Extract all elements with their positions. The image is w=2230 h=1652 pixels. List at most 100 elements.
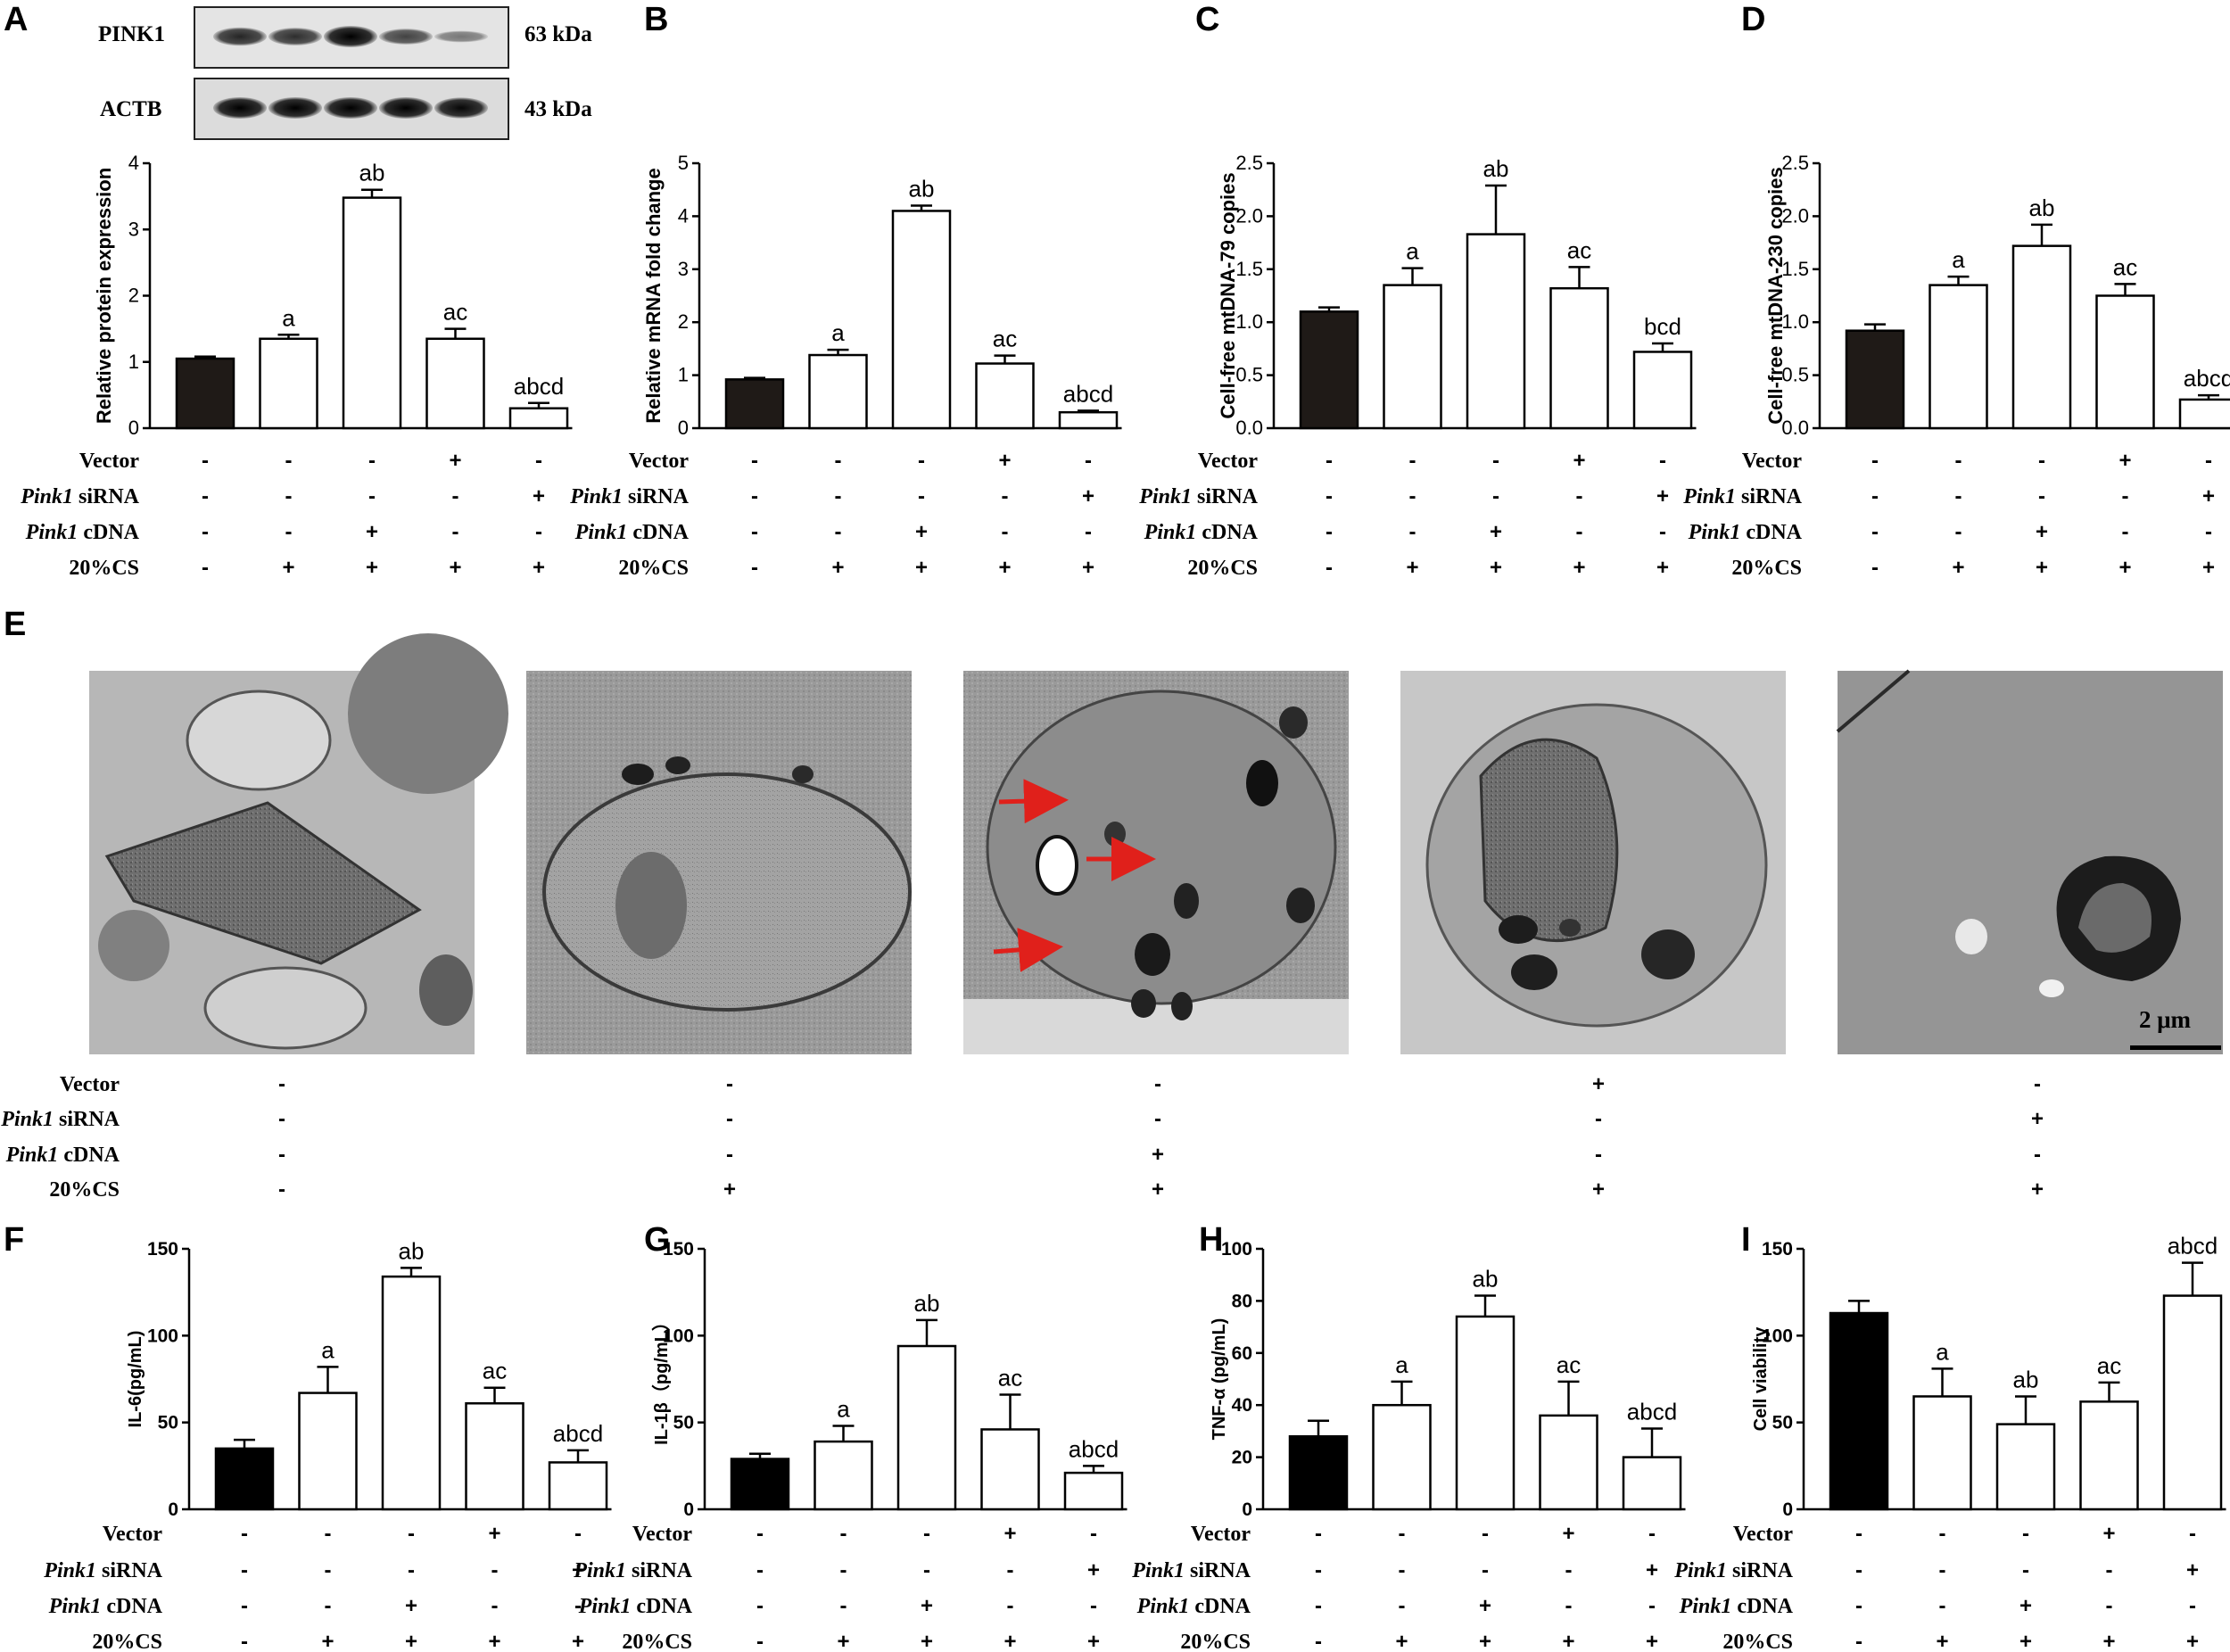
bar-a-5 <box>508 407 569 430</box>
significance-label-c-5: bcd <box>1644 313 1681 340</box>
condition-label-sirna-i: Pink1 siRNA <box>1673 1559 1793 1582</box>
condition-sign-cs-d-1: - <box>1871 556 1879 580</box>
condition-sign-vector-h-3: - <box>1482 1522 1489 1546</box>
condition-sign-cdna-i-3: + <box>2019 1594 2032 1618</box>
significance-label-i-5: abcd <box>2168 1233 2218 1260</box>
condition-sign-vector-g-4: + <box>1004 1522 1016 1546</box>
y-axis-label-i: Cell viability <box>1751 1326 1771 1432</box>
condition-label-sirna-e: Pink1 siRNA <box>0 1108 120 1131</box>
condition-sign-vector-d-4: + <box>2118 449 2131 473</box>
em-image-1 <box>89 633 508 1054</box>
blot-band-pink1-4 <box>379 29 433 45</box>
y-tick-label-f-3: 150 <box>147 1239 178 1260</box>
condition-sign-vector-b-4: + <box>998 449 1011 473</box>
condition-label-cdna-g: Pink1 cDNA <box>578 1595 693 1618</box>
bar-b-2 <box>808 353 868 430</box>
bar-d-4 <box>2095 294 2155 430</box>
condition-sign-cdna-i-1: - <box>1855 1594 1862 1618</box>
condition-label-sirna-d: Pink1 siRNA <box>1682 485 1802 508</box>
condition-sign-cs-h-1: - <box>1315 1630 1322 1652</box>
y-tick-label-i-0: 0 <box>1782 1499 1793 1520</box>
condition-sign-sirna-i-4: - <box>2106 1558 2113 1582</box>
condition-sign-cdna-f-2: - <box>325 1594 332 1618</box>
y-tick-label-g-1: 50 <box>673 1413 694 1433</box>
condition-sign-sirna-a-1: - <box>202 484 209 508</box>
condition-sign-vector-d-5: - <box>2205 449 2212 473</box>
condition-sign-cs-f-5: + <box>572 1630 584 1652</box>
condition-label-sirna-h: Pink1 siRNA <box>1131 1559 1251 1582</box>
em-image-3 <box>963 671 1349 1054</box>
condition-sign-sirna-e-1: - <box>278 1107 285 1131</box>
condition-sign-vector-c-4: + <box>1573 449 1585 473</box>
condition-sign-vector-f-3: - <box>408 1522 415 1546</box>
condition-sign-cs-b-4: + <box>998 556 1011 580</box>
y-axis-label-h: TNF-α (pg/mL) <box>1210 1318 1229 1441</box>
condition-label-sirna-b: Pink1 siRNA <box>569 485 689 508</box>
condition-sign-sirna-c-1: - <box>1326 484 1333 508</box>
bar-i-2 <box>1912 1395 1972 1511</box>
em-image-4 <box>1400 671 1786 1054</box>
y-tick-label-h-2: 40 <box>1232 1395 1252 1416</box>
condition-sign-sirna-i-5: + <box>2186 1558 2199 1582</box>
significance-label-c-4: ac <box>1567 236 1591 263</box>
significance-label-b-3: ab <box>909 176 935 202</box>
chart-g: 0 50 100 150 IL-1β（pg/mL） a ab ac abcd <box>651 1239 1127 1520</box>
condition-label-vector-i: Vector <box>1733 1523 1793 1546</box>
chart-a: 0 1 2 3 4 Relative protein expression a ab ac abc… <box>93 152 573 439</box>
significance-label-i-3: ab <box>2013 1366 2039 1392</box>
condition-sign-sirna-b-3: - <box>918 484 925 508</box>
panel-letter-i: I <box>1741 1221 1751 1259</box>
bar-i-1 <box>1829 1311 1889 1511</box>
condition-sign-cs-b-5: + <box>1082 556 1094 580</box>
chart-i: 0 50 100 150 Cell viability a ab ac abcd <box>1751 1233 2226 1520</box>
condition-sign-sirna-h-1: - <box>1315 1558 1322 1582</box>
condition-label-vector-h: Vector <box>1191 1523 1251 1546</box>
blot-bands-pink1 <box>213 26 488 47</box>
significance-label-b-4: ac <box>993 326 1017 352</box>
condition-sign-vector-a-2: - <box>285 449 293 473</box>
condition-sign-cdna-g-1: - <box>756 1594 764 1618</box>
bar-f-5 <box>548 1461 608 1511</box>
bar-h-5 <box>1622 1456 1682 1511</box>
bar-c-4 <box>1549 286 1609 430</box>
condition-sign-sirna-b-2: - <box>835 484 842 508</box>
blot-label-pink1: PINK1 <box>98 22 165 46</box>
condition-sign-sirna-f-1: - <box>241 1558 248 1582</box>
bar-d-1 <box>1845 329 1905 430</box>
conditions-f: Vector - - - + - Pink1 siRNA - - - - + Pink1 cDNA - - +… <box>43 1522 584 1652</box>
y-tick-label-f-1: 50 <box>158 1413 178 1433</box>
condition-sign-cs-c-5: + <box>1656 556 1669 580</box>
condition-sign-vector-b-1: - <box>751 449 758 473</box>
condition-label-cdna-a: Pink1 cDNA <box>25 521 140 544</box>
y-tick-label-c-5: 2.5 <box>1235 152 1263 174</box>
bar-c-2 <box>1383 284 1442 430</box>
panel-letter-h: H <box>1199 1221 1223 1259</box>
condition-sign-sirna-d-1: - <box>1871 484 1879 508</box>
y-tick-label-d-5: 2.5 <box>1781 152 1809 174</box>
condition-sign-cs-f-1: - <box>241 1630 248 1652</box>
condition-sign-cdna-h-2: - <box>1399 1594 1406 1618</box>
blot-band-pink1-5 <box>434 30 488 43</box>
condition-sign-cs-g-1: - <box>756 1630 764 1652</box>
blot-size-actb: 43 kDa <box>524 97 592 121</box>
panel-letter-g: G <box>644 1221 671 1259</box>
bar-g-2 <box>814 1440 873 1511</box>
condition-sign-sirna-d-5: + <box>2202 484 2215 508</box>
condition-sign-sirna-e-2: - <box>726 1107 733 1131</box>
condition-sign-cs-f-2: + <box>321 1630 334 1652</box>
conditions-e: Vector - - - + - Pink1 siRNA - - - - + Pink1 cDNA - - +… <box>0 1072 2044 1202</box>
y-tick-label-c-0: 0.0 <box>1235 417 1263 439</box>
condition-sign-cdna-h-4: - <box>1565 1594 1573 1618</box>
condition-sign-sirna-b-1: - <box>751 484 758 508</box>
condition-sign-sirna-h-2: - <box>1399 1558 1406 1582</box>
condition-sign-cs-e-2: + <box>723 1177 736 1202</box>
condition-sign-cdna-b-4: - <box>1002 520 1009 544</box>
bar-i-3 <box>1995 1423 2056 1511</box>
condition-sign-cs-e-5: + <box>2031 1177 2044 1202</box>
bar-h-1 <box>1288 1434 1349 1511</box>
condition-sign-sirna-c-3: - <box>1492 484 1499 508</box>
condition-sign-cs-c-2: + <box>1406 556 1418 580</box>
y-tick-label-g-2: 100 <box>663 1326 694 1346</box>
condition-sign-cdna-d-5: - <box>2205 520 2212 544</box>
bar-d-5 <box>2178 398 2230 430</box>
